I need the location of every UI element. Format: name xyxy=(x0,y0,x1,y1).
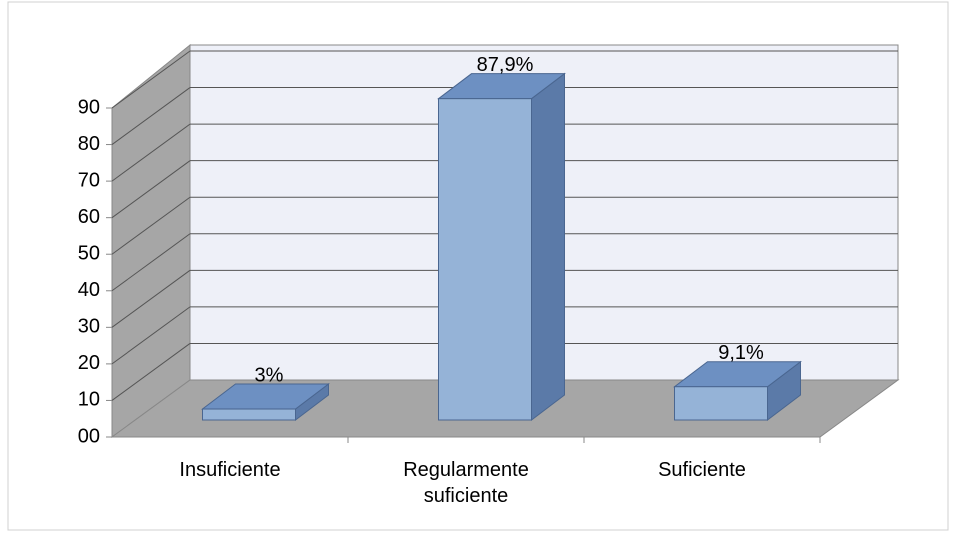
y-tick-label: 60 xyxy=(78,206,100,228)
data-label: 9,1% xyxy=(718,342,764,364)
bar-side xyxy=(531,72,565,422)
grid-line xyxy=(111,160,191,219)
grid-line xyxy=(111,196,191,255)
y-tick-label: 70 xyxy=(78,169,100,191)
grid-line xyxy=(111,50,191,109)
y-tick-label: 30 xyxy=(78,316,100,338)
bar xyxy=(438,98,532,421)
grid-line xyxy=(111,306,191,365)
y-tick-label: 00 xyxy=(78,425,100,447)
grid-line xyxy=(111,269,191,328)
y-tick-label: 90 xyxy=(78,96,100,118)
x-tick-label: Regularmente suficiente xyxy=(403,459,529,507)
y-tick-label: 40 xyxy=(78,279,100,301)
grid-line xyxy=(111,343,191,401)
x-tick-label: Insuficiente xyxy=(179,459,281,481)
y-tick-label: 50 xyxy=(78,243,100,265)
data-label: 3% xyxy=(255,364,284,386)
bar xyxy=(674,386,768,421)
y-tick-label: 80 xyxy=(78,133,100,155)
x-tick-label: Suficiente xyxy=(658,459,746,481)
grid-line xyxy=(111,233,191,292)
data-label: 87,9% xyxy=(477,54,534,76)
bar xyxy=(202,408,296,421)
y-tick-label: 20 xyxy=(78,352,100,374)
chart-border xyxy=(7,1,949,531)
y-tick-label: 10 xyxy=(78,389,100,411)
grid-line xyxy=(111,123,191,182)
side-wall xyxy=(111,43,191,438)
grid-line xyxy=(111,87,191,145)
